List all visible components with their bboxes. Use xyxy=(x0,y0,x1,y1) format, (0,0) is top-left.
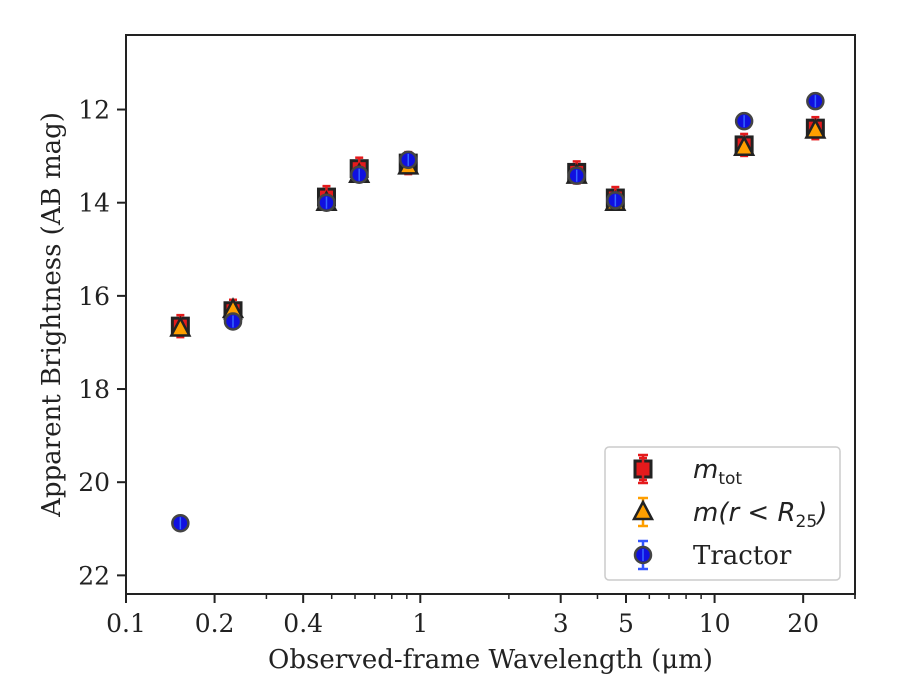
data-point-circle xyxy=(349,165,369,184)
x-tick-label: 0.4 xyxy=(283,609,323,638)
legend-marker-circle xyxy=(633,545,653,565)
triangle-marker-body xyxy=(169,315,192,337)
data-point-circle xyxy=(806,91,825,111)
plot-frame xyxy=(125,34,856,595)
legend-label: mtot xyxy=(693,455,742,489)
y-tick-label: 14 xyxy=(78,189,110,218)
series-triangle xyxy=(169,117,827,337)
series-square xyxy=(170,115,825,339)
data-point-circle xyxy=(734,111,754,131)
y-tick-label: 12 xyxy=(78,96,110,125)
x-tick-label: 10 xyxy=(699,609,731,638)
legend: mtot m(r < R25) Tractor xyxy=(604,446,841,581)
data-point-circle xyxy=(398,150,418,170)
x-tick-label: 0.1 xyxy=(106,609,146,638)
data-point-triangle xyxy=(169,315,192,337)
y-tick-label: 18 xyxy=(78,375,110,404)
legend-label: Tractor xyxy=(693,541,792,571)
legend-marker-triangle xyxy=(631,499,655,521)
legend-marker-square xyxy=(633,456,653,482)
x-tick-label: 0.2 xyxy=(195,609,235,638)
x-axis-label: Observed-frame Wavelength (μm) xyxy=(268,645,713,675)
data-series xyxy=(169,91,827,533)
triangle-marker-body xyxy=(804,117,827,139)
triangle-marker-body xyxy=(631,499,655,521)
y-tick-label: 20 xyxy=(78,468,110,497)
data-point-circle xyxy=(223,312,243,331)
data-point-triangle xyxy=(733,135,756,156)
y-tick-label: 16 xyxy=(78,282,110,311)
x-tick-label: 20 xyxy=(787,609,819,638)
x-tick-label: 1 xyxy=(412,609,428,638)
series-circle xyxy=(171,91,825,533)
data-point-circle xyxy=(606,191,625,210)
data-point-circle xyxy=(171,513,190,533)
y-tick-label: 22 xyxy=(78,561,110,590)
x-tick-label: 3 xyxy=(553,609,569,638)
x-tick-label: 5 xyxy=(618,609,634,638)
data-point-circle xyxy=(567,166,586,185)
data-point-circle xyxy=(317,193,336,212)
legend-box xyxy=(604,446,841,581)
data-point-triangle xyxy=(804,117,827,139)
legend-label: m(r < R25) xyxy=(693,498,827,532)
triangle-marker-body xyxy=(733,135,756,156)
y-axis-label: Apparent Brightness (AB mag) xyxy=(37,112,67,518)
